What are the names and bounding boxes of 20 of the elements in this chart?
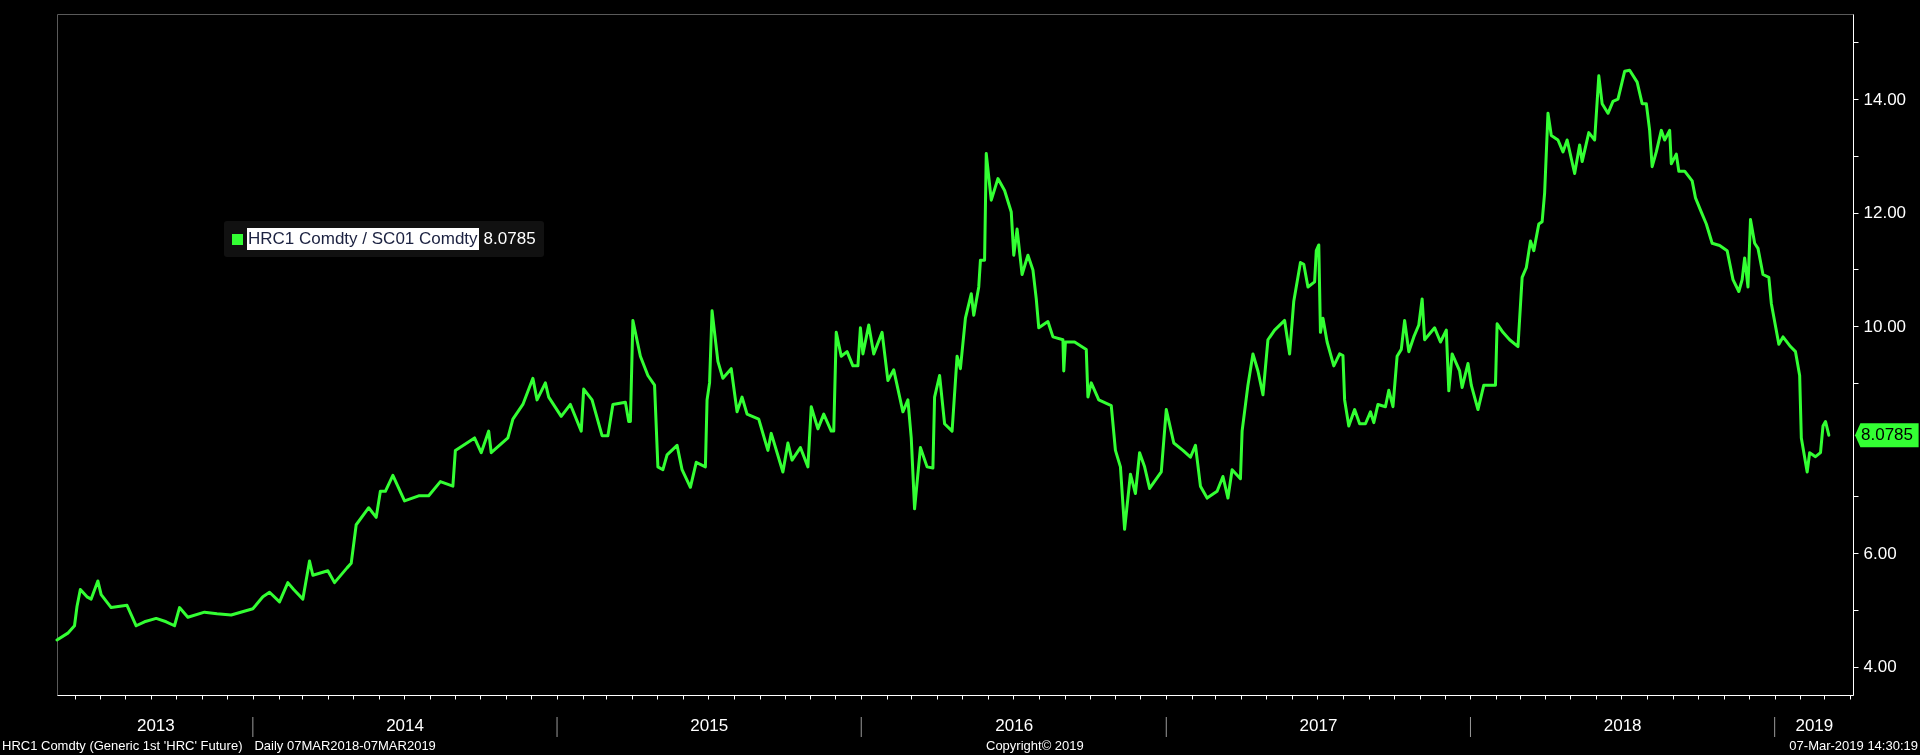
y-tick-label: 12.00 [1863, 203, 1907, 223]
line-series [55, 68, 1831, 642]
legend-label: HRC1 Comdty / SC01 Comdty [247, 228, 479, 251]
y-tick-label: 6.00 [1863, 543, 1897, 563]
y-tick-label: 10.00 [1863, 316, 1907, 336]
x-tick-label: 2014 [386, 715, 424, 735]
text: Daily 07MAR2018-07MAR2019 [254, 738, 436, 753]
x-tick-label: 2013 [136, 715, 175, 735]
x-tick-label: 2018 [1603, 715, 1642, 735]
x-tick-label: 2017 [1299, 715, 1338, 735]
text: HRC1 Comdty (Generic 1st 'HRC' Future) [2, 738, 243, 753]
text: Copyright© 2019 [986, 738, 1084, 753]
text: 8.0785 [1861, 425, 1913, 445]
x-tick-label: 2015 [690, 715, 729, 735]
y-tick-label: 14.00 [1863, 89, 1907, 109]
x-tick-label: 2019 [1795, 715, 1834, 735]
text: 07-Mar-2019 14:30:19 [1789, 738, 1918, 753]
y-tick-label: 4.00 [1863, 657, 1897, 677]
x-tick-label: 2016 [995, 715, 1034, 735]
annotation: 8.0785 [483, 228, 536, 250]
